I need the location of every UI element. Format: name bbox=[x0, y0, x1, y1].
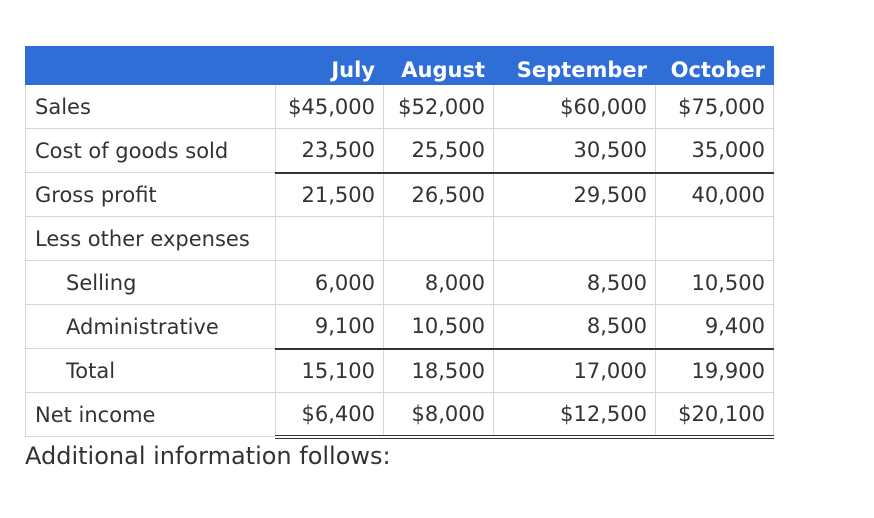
row-selling: Selling 6,000 8,000 8,500 10,500 bbox=[25, 260, 774, 305]
cell-value: 8,500 bbox=[493, 260, 656, 305]
cell-value: 10,500 bbox=[655, 260, 774, 305]
cell-value: 26,500 bbox=[383, 171, 494, 217]
cell-value: 8,000 bbox=[383, 260, 494, 305]
row-label: Gross profit bbox=[25, 172, 276, 217]
header-label-cell bbox=[25, 46, 276, 85]
cell-value: 15,100 bbox=[275, 348, 384, 393]
row-label: Administrative bbox=[25, 304, 276, 349]
income-statement-table: July August September October Sales $45,… bbox=[25, 46, 774, 439]
cell-value bbox=[655, 216, 774, 261]
cell-value: $52,000 bbox=[383, 84, 494, 129]
cell-value: 18,500 bbox=[383, 348, 494, 393]
cell-value bbox=[275, 216, 384, 261]
row-cost-of-goods-sold: Cost of goods sold 23,500 25,500 30,500 … bbox=[25, 128, 774, 173]
cell-value: $45,000 bbox=[275, 84, 384, 129]
cell-value: 19,900 bbox=[655, 348, 774, 393]
cell-value: 30,500 bbox=[493, 128, 656, 173]
cell-value: 23,500 bbox=[275, 128, 384, 173]
row-sales: Sales $45,000 $52,000 $60,000 $75,000 bbox=[25, 84, 774, 129]
row-label: Selling bbox=[25, 260, 276, 305]
header-row: July August September October bbox=[25, 46, 774, 85]
row-gross-profit: Gross profit 21,500 26,500 29,500 40,000 bbox=[25, 171, 774, 217]
cell-value bbox=[493, 216, 656, 261]
header-august: August bbox=[383, 46, 494, 85]
cell-value: 40,000 bbox=[655, 171, 774, 217]
cell-value: 8,500 bbox=[493, 304, 656, 350]
row-label: Net income bbox=[25, 392, 276, 437]
cell-value: $12,500 bbox=[493, 392, 656, 439]
cell-value: 6,000 bbox=[275, 260, 384, 305]
cell-value bbox=[383, 216, 494, 261]
row-administrative: Administrative 9,100 10,500 8,500 9,400 bbox=[25, 304, 774, 350]
cell-value: $75,000 bbox=[655, 84, 774, 129]
row-label: Total bbox=[25, 348, 276, 393]
cell-value: 29,500 bbox=[493, 171, 656, 217]
cell-value: $60,000 bbox=[493, 84, 656, 129]
cell-value: 35,000 bbox=[655, 128, 774, 173]
row-net-income: Net income $6,400 $8,000 $12,500 $20,100 bbox=[25, 392, 774, 439]
row-label: Cost of goods sold bbox=[25, 128, 276, 173]
row-label: Less other expenses bbox=[25, 216, 276, 261]
row-total: Total 15,100 18,500 17,000 19,900 bbox=[25, 348, 774, 393]
row-less-other-expenses: Less other expenses bbox=[25, 216, 774, 261]
cell-value: 25,500 bbox=[383, 128, 494, 173]
cell-value: 9,400 bbox=[655, 304, 774, 350]
additional-info-text: Additional information follows: bbox=[25, 442, 391, 470]
cell-value: $8,000 bbox=[383, 392, 494, 439]
cell-value: $20,100 bbox=[655, 392, 774, 439]
cell-value: 21,500 bbox=[275, 171, 384, 217]
cell-value: 9,100 bbox=[275, 304, 384, 350]
header-july: July bbox=[275, 46, 384, 85]
cell-value: $6,400 bbox=[275, 392, 384, 439]
row-label: Sales bbox=[25, 84, 276, 129]
header-september: September bbox=[493, 46, 656, 85]
header-october: October bbox=[655, 46, 774, 85]
cell-value: 10,500 bbox=[383, 304, 494, 350]
cell-value: 17,000 bbox=[493, 348, 656, 393]
